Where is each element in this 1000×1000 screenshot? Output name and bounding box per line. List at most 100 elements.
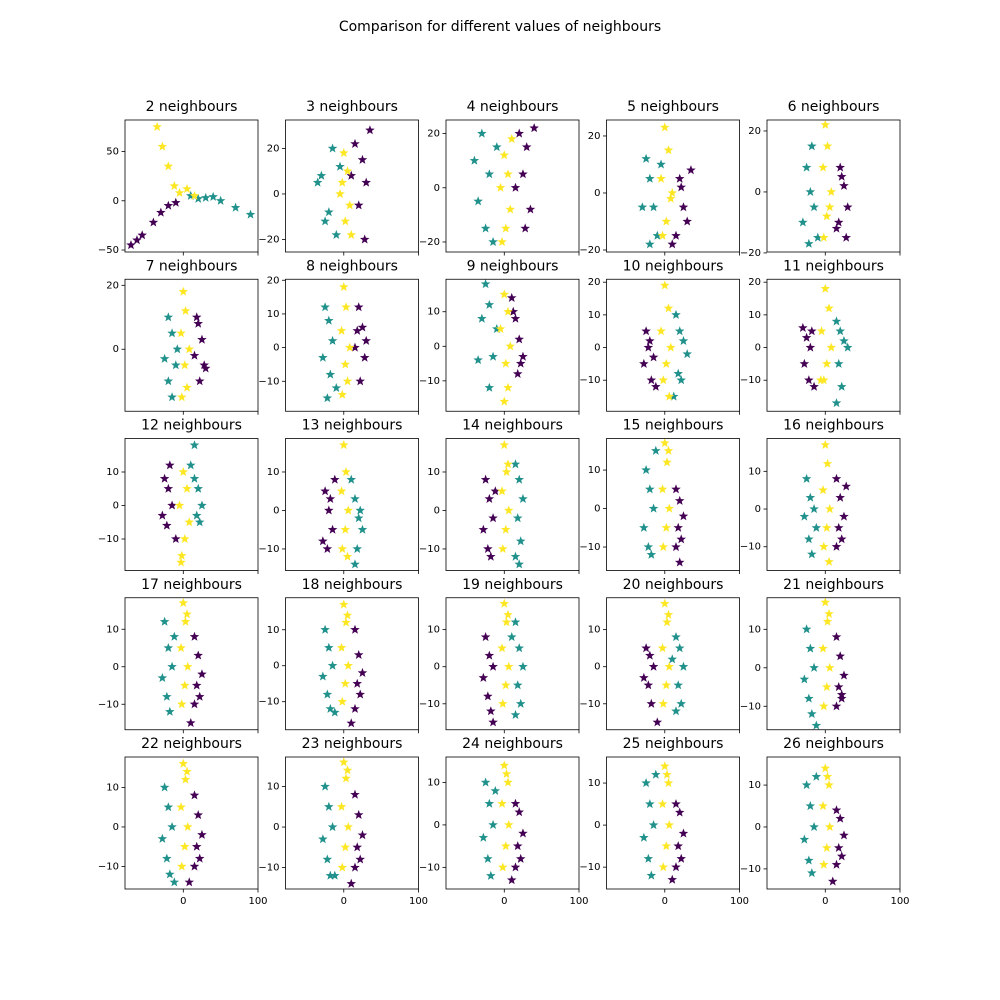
point bbox=[189, 473, 200, 483]
point bbox=[835, 326, 845, 336]
point bbox=[820, 439, 831, 449]
axes-frame bbox=[606, 278, 740, 412]
axes-frame bbox=[766, 756, 901, 890]
point bbox=[477, 128, 487, 138]
point bbox=[658, 698, 669, 708]
point bbox=[673, 841, 683, 851]
point bbox=[180, 305, 191, 315]
point bbox=[674, 643, 685, 653]
point bbox=[320, 216, 330, 226]
point bbox=[667, 187, 678, 198]
point bbox=[811, 522, 822, 532]
point bbox=[327, 822, 338, 832]
point bbox=[805, 643, 816, 653]
point bbox=[327, 335, 338, 345]
point bbox=[674, 495, 685, 505]
point bbox=[330, 707, 340, 717]
point bbox=[480, 279, 491, 289]
point bbox=[663, 303, 674, 313]
point bbox=[492, 324, 502, 334]
point bbox=[651, 769, 661, 779]
subplot-title: 12 neighbours bbox=[141, 418, 242, 434]
point bbox=[801, 780, 812, 790]
point bbox=[820, 597, 831, 607]
point bbox=[484, 493, 495, 503]
point bbox=[484, 299, 495, 309]
x-tick-label: 100 bbox=[409, 896, 428, 907]
point bbox=[641, 465, 651, 475]
point bbox=[178, 758, 189, 768]
point bbox=[177, 550, 187, 560]
x-tick-label: 100 bbox=[730, 896, 749, 907]
y-tick-label: −20 bbox=[579, 245, 600, 256]
axes-frame bbox=[766, 438, 901, 571]
y-tick-label: 0 bbox=[273, 822, 279, 833]
point bbox=[499, 289, 510, 299]
point bbox=[483, 853, 493, 863]
point bbox=[671, 230, 681, 240]
point bbox=[804, 534, 814, 544]
point bbox=[337, 543, 348, 553]
x-tick-label: 0 bbox=[180, 896, 186, 907]
point bbox=[171, 360, 181, 370]
point bbox=[337, 862, 348, 872]
point bbox=[831, 223, 842, 233]
axes-frame bbox=[606, 119, 740, 253]
point bbox=[676, 375, 686, 385]
point bbox=[345, 342, 355, 352]
point bbox=[807, 868, 817, 878]
point bbox=[357, 154, 368, 164]
point bbox=[505, 204, 516, 214]
point bbox=[484, 650, 495, 660]
y-tick-label: 0 bbox=[594, 662, 600, 673]
point bbox=[320, 781, 330, 791]
point bbox=[820, 120, 831, 129]
point bbox=[355, 854, 365, 864]
point bbox=[486, 870, 496, 880]
point bbox=[180, 774, 191, 784]
point bbox=[353, 302, 364, 312]
point bbox=[342, 551, 353, 561]
point bbox=[178, 598, 189, 608]
point bbox=[648, 352, 659, 362]
y-tick-label: 20 bbox=[106, 280, 119, 291]
y-tick-label: 10 bbox=[748, 624, 761, 635]
point bbox=[167, 661, 177, 671]
point bbox=[515, 853, 526, 863]
subplot-title: 4 neighbours bbox=[467, 99, 559, 115]
point bbox=[341, 302, 351, 312]
point bbox=[484, 169, 495, 179]
point bbox=[167, 392, 177, 402]
point bbox=[831, 859, 842, 869]
point bbox=[350, 624, 360, 634]
point bbox=[501, 680, 511, 690]
y-tick-label: 10 bbox=[588, 310, 601, 321]
subplot-title: 17 neighbours bbox=[141, 577, 242, 593]
point bbox=[167, 328, 177, 338]
y-tick-label: 0 bbox=[594, 504, 600, 515]
point bbox=[483, 691, 493, 701]
point bbox=[512, 368, 523, 378]
point bbox=[336, 801, 347, 811]
y-tick-label: 10 bbox=[427, 625, 440, 636]
point bbox=[826, 342, 837, 352]
x-tick-label: 0 bbox=[822, 896, 828, 907]
y-tick-label: 20 bbox=[267, 275, 280, 286]
axes-frame bbox=[445, 597, 580, 731]
point bbox=[661, 522, 672, 532]
point bbox=[839, 180, 849, 190]
point bbox=[804, 375, 814, 385]
point bbox=[663, 145, 674, 155]
point bbox=[807, 326, 817, 336]
point bbox=[318, 352, 328, 362]
point bbox=[816, 326, 827, 336]
axes-frame bbox=[285, 278, 419, 412]
point bbox=[515, 358, 526, 368]
point bbox=[641, 778, 651, 788]
point bbox=[798, 322, 808, 332]
y-tick-label: 0 bbox=[113, 344, 119, 355]
point bbox=[501, 841, 511, 851]
point bbox=[180, 680, 190, 690]
point bbox=[353, 200, 364, 210]
